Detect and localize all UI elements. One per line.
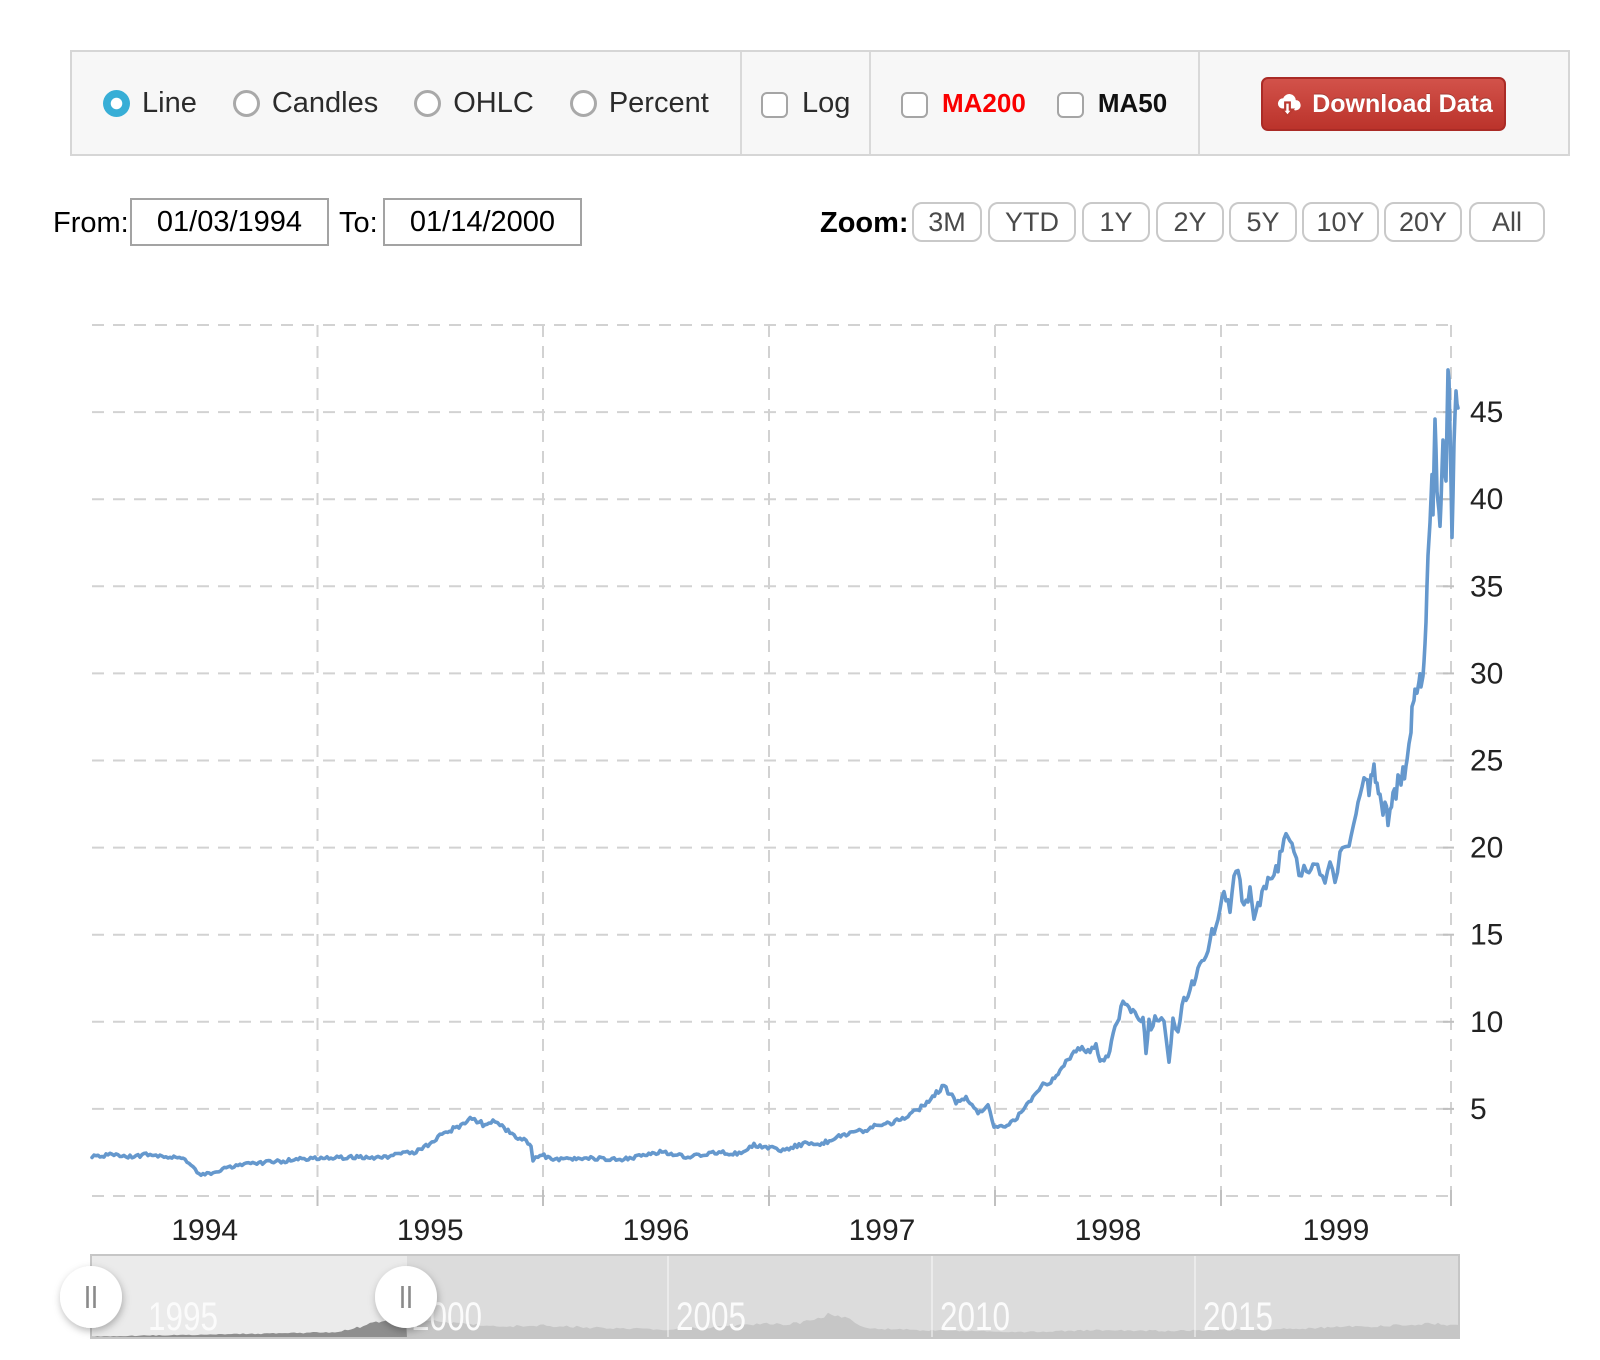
svg-text:10: 10 (1470, 1006, 1503, 1039)
svg-text:2005: 2005 (676, 1295, 746, 1339)
svg-text:20: 20 (1470, 832, 1503, 865)
svg-text:5: 5 (1470, 1093, 1487, 1126)
svg-text:1999: 1999 (1303, 1214, 1370, 1247)
svg-text:1994: 1994 (171, 1214, 238, 1247)
svg-text:40: 40 (1470, 483, 1503, 516)
svg-text:1998: 1998 (1075, 1214, 1142, 1247)
svg-text:45: 45 (1470, 396, 1503, 429)
svg-text:2010: 2010 (940, 1295, 1010, 1339)
svg-text:35: 35 (1470, 570, 1503, 603)
svg-text:15: 15 (1470, 919, 1503, 952)
svg-text:25: 25 (1470, 745, 1503, 778)
svg-text:30: 30 (1470, 657, 1503, 690)
svg-text:1996: 1996 (623, 1214, 690, 1247)
svg-text:1995: 1995 (397, 1214, 464, 1247)
svg-text:1997: 1997 (849, 1214, 916, 1247)
svg-text:1995: 1995 (148, 1295, 218, 1339)
svg-text:2015: 2015 (1203, 1295, 1273, 1339)
